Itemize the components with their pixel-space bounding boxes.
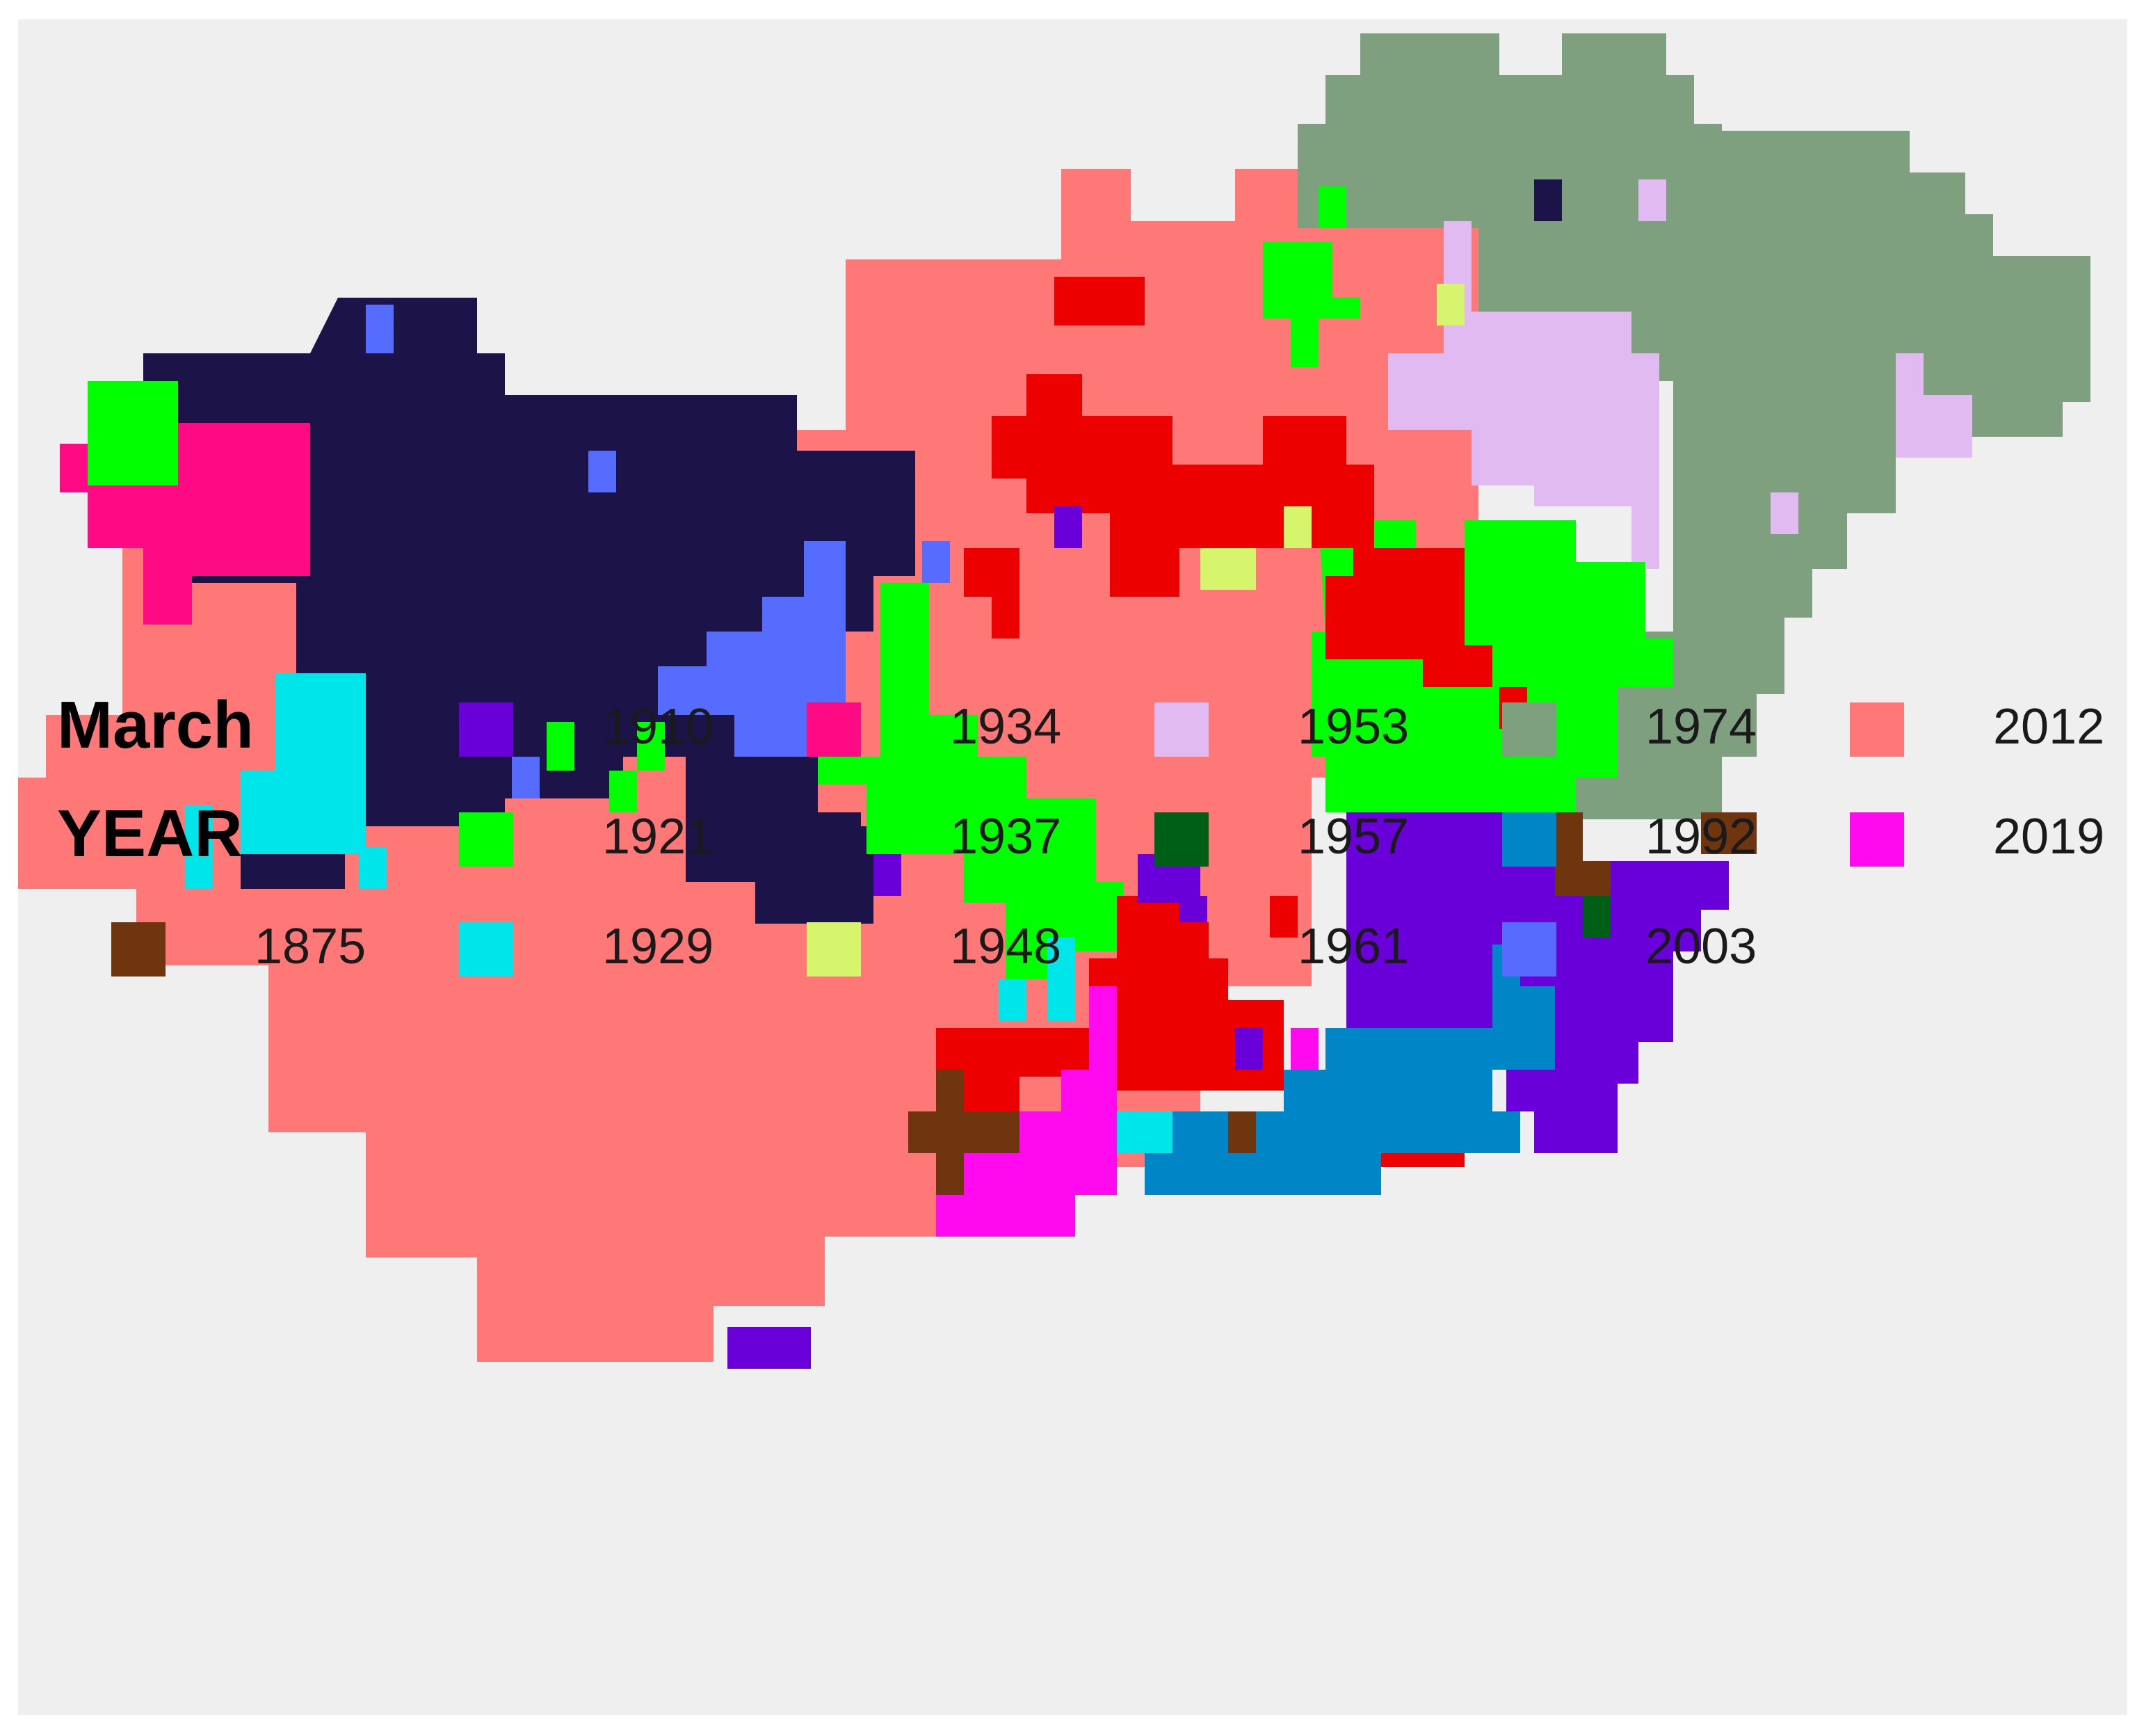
legend-label-1953: 1953 [1298,699,1410,755]
legend-swatch-1961 [1154,922,1209,976]
legend-label-2019: 2019 [1993,809,2105,865]
legend-swatch-2019 [1850,812,1904,867]
legend-swatch-2012 [1850,702,1904,757]
legend-label-1934: 1934 [950,699,1062,755]
region-1974 [1298,33,2090,819]
legend-label-1937: 1937 [950,809,1062,865]
legend-title-month: March [57,688,254,762]
legend-label-1929: 1929 [602,919,714,974]
legend-swatch-1910 [459,702,513,757]
region-2003 [366,305,950,798]
figure-panel: March YEAR 1875 1910 1921 1929 1934 1937 1948 1… [18,19,2127,1715]
legend-label-1921: 1921 [602,809,714,865]
region-1929 [185,673,1172,1153]
legend-label-1957: 1957 [1298,809,1410,865]
region-1910 [727,506,1729,1369]
legend-label-2003: 2003 [1645,919,1757,974]
region-1875 [908,812,1757,1195]
legend-swatch-1875 [111,922,166,976]
legend-swatch-1974 [1502,702,1556,757]
region-2019 [936,986,1319,1237]
legend-label-1910: 1910 [602,699,714,755]
legend-label-2012: 2012 [1993,699,2105,755]
region-1948 [1200,284,1465,590]
legend-swatch-1934 [807,702,861,757]
legend-label-1961: 1961 [1298,919,1410,974]
legend-label-1948: 1948 [950,919,1062,974]
legend-title-year: YEAR [57,796,243,871]
legend-swatch-1929 [459,922,513,976]
legend-swatch-2003 [1502,922,1556,976]
legend-swatch-1937 [807,812,861,867]
legend-label-1875: 1875 [255,919,366,974]
year-raster-map [18,33,2090,1369]
legend-label-1992: 1992 [1645,809,1757,865]
region-1957 [1583,896,1611,938]
legend-swatch-1921 [459,812,513,867]
legend-swatch-1957 [1154,812,1209,867]
region-1961 [936,277,1527,1167]
legend-label-1974: 1974 [1645,699,1757,755]
legend-swatch-1948 [807,922,861,976]
legend-swatch-1953 [1154,702,1209,757]
legend-swatch-1992 [1502,812,1556,867]
